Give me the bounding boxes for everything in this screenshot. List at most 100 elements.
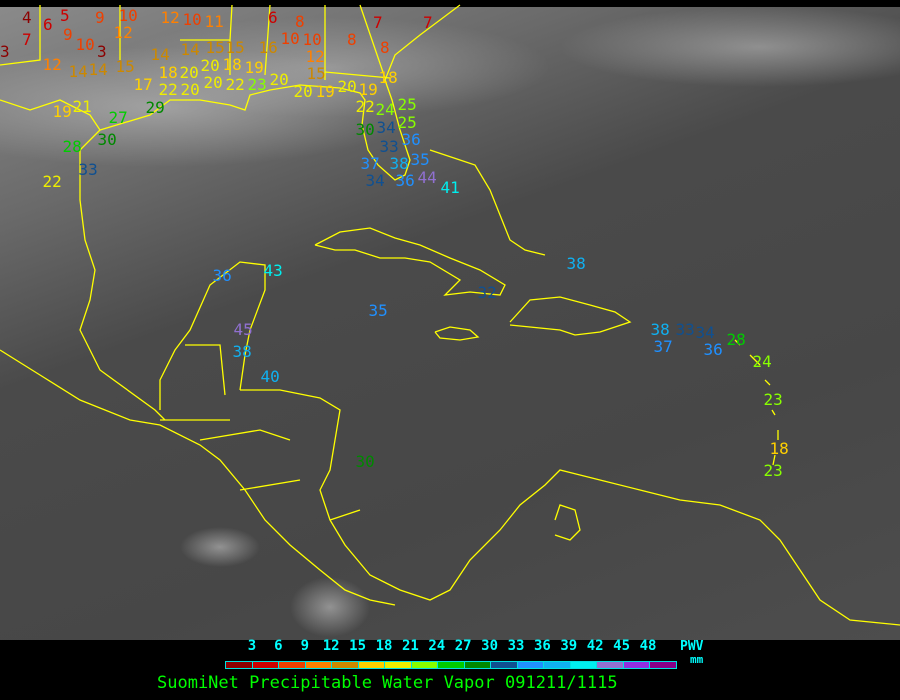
station-pwv-value: 35 <box>368 301 388 320</box>
lesser-antilles <box>734 339 779 466</box>
station-pwv-value: 6 <box>43 15 53 34</box>
hispaniola <box>509 296 632 336</box>
station-pwv-value: 3 <box>0 42 10 61</box>
station-pwv-value: 38 <box>566 254 586 273</box>
station-pwv-value: 20 <box>200 56 220 75</box>
station-pwv-value: 36 <box>212 266 232 285</box>
station-pwv-value: 15 <box>205 38 225 57</box>
coastline-overlay <box>0 4 900 626</box>
color-scale-segment <box>623 662 650 668</box>
color-scale-segment <box>491 662 518 668</box>
station-pwv-value: 36 <box>395 171 415 190</box>
jamaica <box>434 326 480 341</box>
station-pwv-value: 11 <box>204 12 224 31</box>
station-pwv-value: 20 <box>269 70 289 89</box>
station-pwv-value: 19 <box>358 80 378 99</box>
venezuela-lake <box>554 504 581 541</box>
station-pwv-value: 24 <box>375 100 395 119</box>
color-scale-segment <box>226 662 253 668</box>
station-pwv-value: 15 <box>225 38 245 57</box>
station-pwv-value: 20 <box>180 80 200 99</box>
station-pwv-value: 23 <box>247 75 267 94</box>
us-gulf-coast-east <box>99 4 461 181</box>
station-pwv-value: 10 <box>182 10 202 29</box>
station-pwv-value: 33 <box>78 160 98 179</box>
station-pwv-value: 3 <box>97 42 107 61</box>
legend-tick-label: 45 <box>613 638 631 654</box>
station-pwv-value: 33 <box>675 320 695 339</box>
station-pwv-value: 34 <box>365 171 385 190</box>
legend-tick-label: 6 <box>274 638 283 654</box>
station-pwv-value: 10 <box>302 30 322 49</box>
legend-unit-label: PWV <box>680 639 704 654</box>
station-pwv-value: 20 <box>179 63 199 82</box>
legend-tick-label: 15 <box>349 638 367 654</box>
station-pwv-value: 36 <box>401 130 421 149</box>
station-pwv-value: 12 <box>305 47 325 66</box>
station-pwv-value: 41 <box>440 178 460 197</box>
station-pwv-value: 14 <box>68 62 88 81</box>
station-pwv-value: 18 <box>158 63 178 82</box>
station-pwv-value: 20 <box>337 77 357 96</box>
station-pwv-value: 20 <box>203 73 223 92</box>
station-pwv-value: 18 <box>378 68 398 87</box>
station-pwv-value: 25 <box>397 95 417 114</box>
station-pwv-value: 22 <box>158 80 178 99</box>
color-scale-segment <box>464 662 491 668</box>
station-pwv-value: 23 <box>763 390 783 409</box>
color-scale-segment <box>597 662 624 668</box>
legend-tick-label: 33 <box>507 638 525 654</box>
station-pwv-value: 37 <box>653 337 673 356</box>
color-scale-segment <box>517 662 544 668</box>
color-scale-segment <box>411 662 438 668</box>
legend-tick-label: 21 <box>401 638 419 654</box>
station-pwv-value: 8 <box>347 30 357 49</box>
legend-tick-label: 48 <box>639 638 657 654</box>
station-pwv-value: 22 <box>225 75 245 94</box>
legend-tick-label: 24 <box>428 638 446 654</box>
color-scale-segment <box>332 662 359 668</box>
legend-tick-label: 3 <box>247 638 257 654</box>
station-pwv-value: 33 <box>379 137 399 156</box>
color-scale-segment <box>305 662 332 668</box>
legend-tick-label: 30 <box>481 638 499 654</box>
legend-tick-label: 9 <box>300 638 310 654</box>
station-pwv-value: 35 <box>410 150 430 169</box>
station-pwv-value: 10 <box>75 35 95 54</box>
station-pwv-value: 38 <box>232 342 252 361</box>
station-pwv-value: 28 <box>726 330 746 349</box>
station-pwv-value: 19 <box>244 58 264 77</box>
color-scale-segment <box>544 662 571 668</box>
station-pwv-value: 17 <box>133 75 153 94</box>
station-pwv-value: 5 <box>60 6 70 25</box>
station-pwv-value: 38 <box>389 154 409 173</box>
color-scale-segment <box>438 662 465 668</box>
bahamas <box>429 149 546 256</box>
legend-tick-label: 42 <box>586 638 604 654</box>
cuba <box>314 227 506 296</box>
station-pwv-value: 19 <box>315 82 335 101</box>
map-title: SuomiNet Precipitable Water Vapor 091211… <box>157 673 618 693</box>
legend-tick-label: 27 <box>454 638 472 654</box>
station-pwv-value: 21 <box>72 97 92 116</box>
station-pwv-value: 6 <box>268 8 278 27</box>
station-pwv-value: 22 <box>355 97 375 116</box>
station-pwv-value: 12 <box>113 23 133 42</box>
station-pwv-value: 30 <box>355 120 375 139</box>
station-pwv-value: 9 <box>95 8 105 27</box>
station-pwv-value: 7 <box>423 13 433 32</box>
station-pwv-value: 15 <box>115 57 135 76</box>
legend-tick-label: 18 <box>375 638 393 654</box>
station-pwv-value: 7 <box>373 13 383 32</box>
station-pwv-value: 18 <box>222 55 242 74</box>
station-pwv-value: 10 <box>280 29 300 48</box>
station-pwv-value: 24 <box>752 352 772 371</box>
station-pwv-value: 25 <box>397 113 417 132</box>
station-pwv-value: 16 <box>258 38 278 57</box>
legend-tick-label: 12 <box>322 638 340 654</box>
legend-tick-labels: 3 6 9 12 15 18 21 24 27 30 33 36 39 42 45 48 <box>0 639 900 655</box>
station-pwv-value: 9 <box>63 25 73 44</box>
station-pwv-value: 14 <box>180 40 200 59</box>
station-pwv-value: 4 <box>22 8 32 27</box>
